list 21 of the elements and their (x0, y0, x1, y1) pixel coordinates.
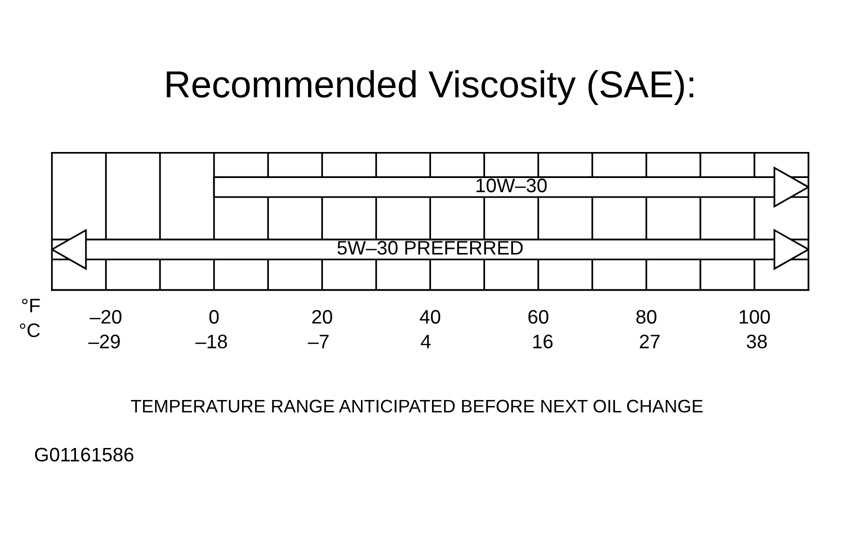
x2-tick-label: –7 (308, 334, 329, 348)
x-axis-title: °F (22, 298, 40, 312)
x-tick-label: 60 (528, 310, 548, 324)
x-tick-label: 20 (312, 310, 332, 324)
y-tick-label: 5W–30 PREFERRED (337, 240, 523, 255)
x-tick-label: 100 (740, 310, 770, 324)
x2-tick-label: 38 (746, 334, 767, 348)
x2-tick-label: –29 (88, 334, 120, 348)
x2-tick-label: 4 (420, 334, 431, 348)
x2-tick-label: 27 (640, 334, 660, 348)
y-tick-label: 10W–30 (476, 178, 547, 192)
text: TEMPERATURE RANGE ANTICIPATED BEFORE NEXT OIL CHANGE (130, 400, 703, 413)
x2-axis-title: °C (20, 323, 40, 338)
x-tick-label: 80 (636, 310, 656, 324)
text: G01161586 (35, 448, 134, 462)
x2-tick-label: 16 (533, 334, 553, 348)
x-tick-label: 0 (209, 310, 219, 324)
chart-title: Recommended Viscosity (SAE): (166, 70, 694, 106)
x2-tick-label: –18 (195, 334, 227, 348)
x-tick-label: –20 (90, 310, 122, 324)
x-tick-label: 40 (420, 310, 440, 324)
